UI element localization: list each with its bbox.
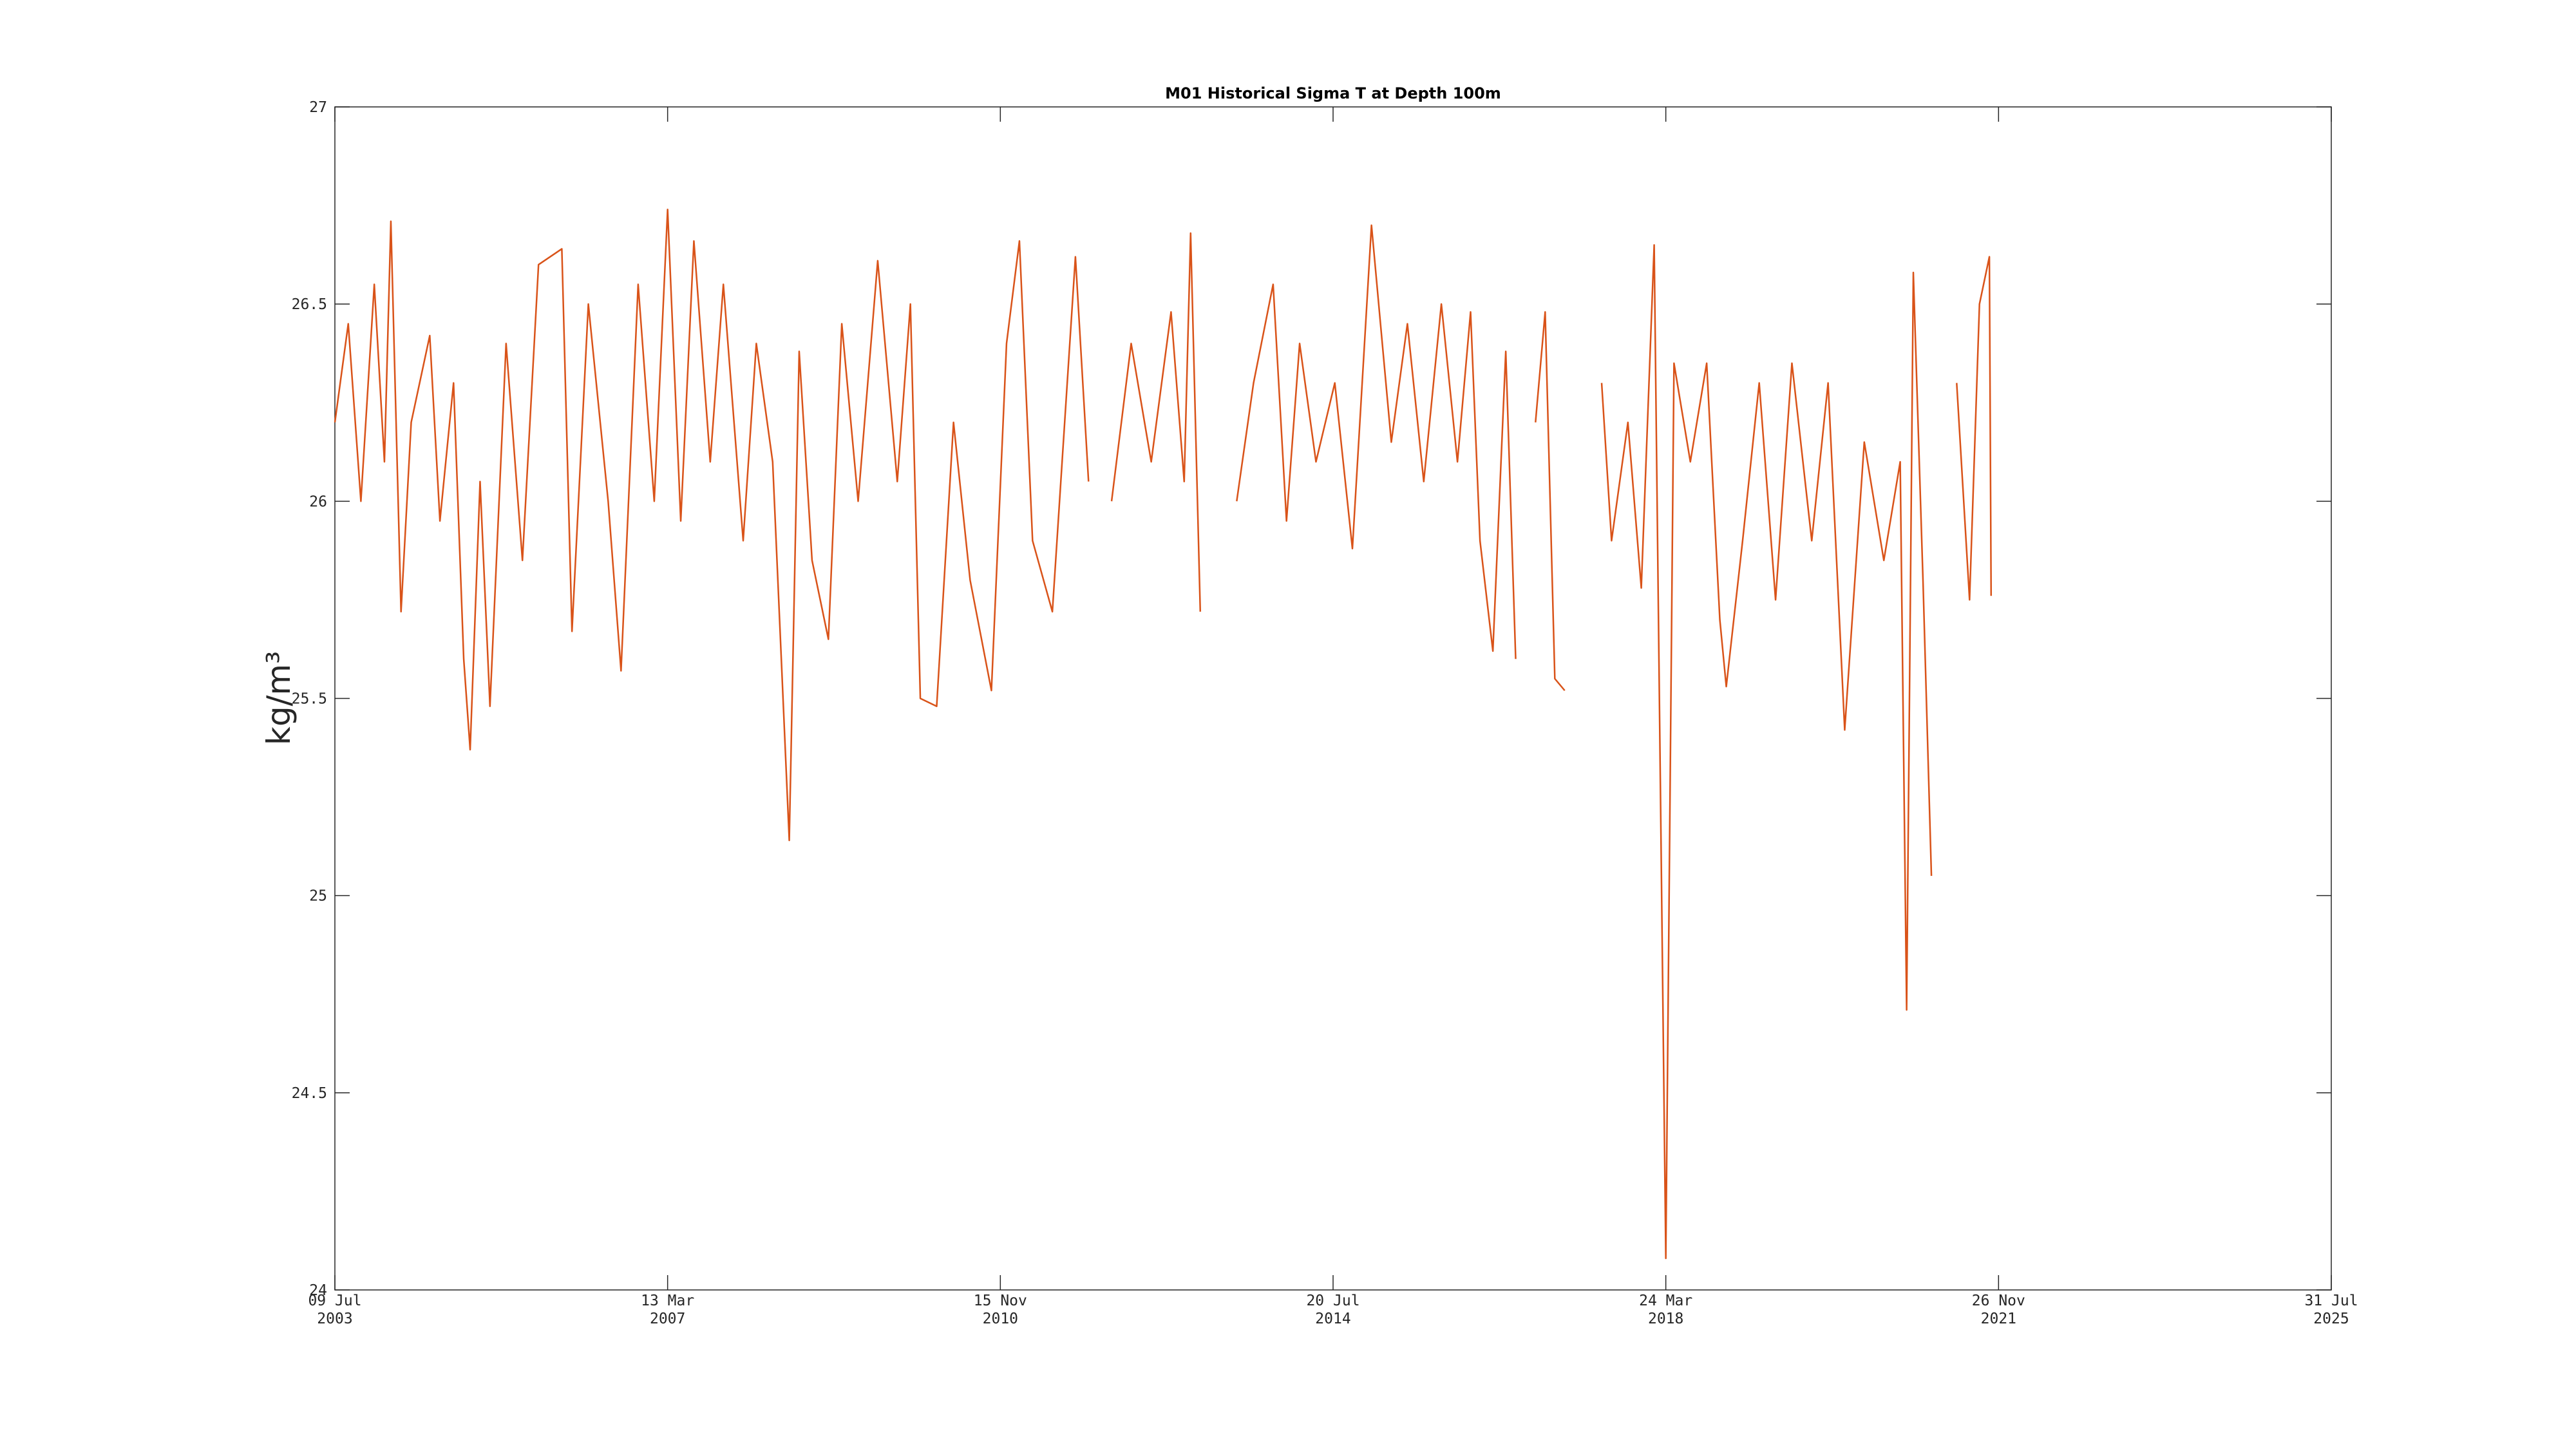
x-tick-label: 2025 xyxy=(2313,1311,2349,1327)
y-tick-label: 24 xyxy=(309,1282,327,1299)
plot-area xyxy=(334,106,2332,1291)
x-tick-label: 31 Jul xyxy=(2304,1293,2358,1309)
x-tick-label: 26 Nov xyxy=(1972,1293,2025,1309)
x-tick-label: 09 Jul xyxy=(308,1293,361,1309)
x-tick-label: 2003 xyxy=(317,1311,352,1327)
y-tick-label: 25 xyxy=(309,888,327,905)
data-line xyxy=(334,208,1993,1260)
chart-title: M01 Historical Sigma T at Depth 100m xyxy=(1165,84,1501,102)
x-tick-label: 20 Jul xyxy=(1306,1293,1359,1309)
x-tick-label: 2007 xyxy=(650,1311,685,1327)
x-tick-label: 2018 xyxy=(1648,1311,1683,1327)
y-tick-label: 26.5 xyxy=(292,296,327,313)
x-tick-label: 24 Mar xyxy=(1639,1293,1692,1309)
x-tick-label: 2021 xyxy=(1981,1311,2016,1327)
y-tick-label: 24.5 xyxy=(292,1085,327,1102)
x-tick-label: 15 Nov xyxy=(974,1293,1027,1309)
x-tick-label: 13 Mar xyxy=(641,1293,694,1309)
x-tick-label: 2014 xyxy=(1315,1311,1350,1327)
y-axis-label: kg/m³ xyxy=(260,651,298,745)
y-tick-label: 26 xyxy=(309,493,327,510)
y-tick-label: 27 xyxy=(309,99,327,116)
y-tick-label: 25.5 xyxy=(292,691,327,708)
x-tick-label: 2010 xyxy=(983,1311,1018,1327)
